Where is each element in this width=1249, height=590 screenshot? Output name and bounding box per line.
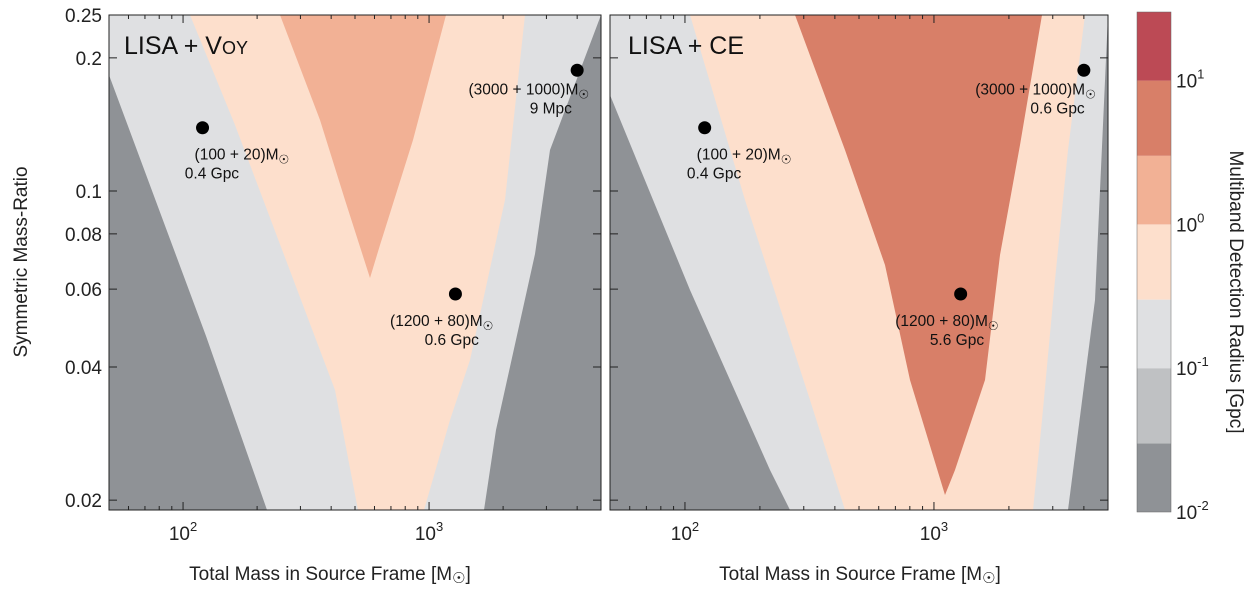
x-tick-label-0: 102	[169, 519, 197, 545]
colorbar-tick-label-0: 10-2	[1176, 498, 1209, 524]
point-distance-0: 0.4 Gpc	[687, 166, 742, 183]
data-point-2	[1077, 63, 1091, 77]
point-distance-1: 5.6 Gpc	[930, 332, 985, 349]
y-axis-voy	[109, 14, 601, 501]
data-point-1	[954, 287, 968, 301]
y-tick-label-0: 0.25	[65, 6, 102, 27]
x-axis-title-ce: Total Mass in Source Frame [M☉]	[719, 564, 1001, 587]
colorbar-ticks: 10-2 10-1 100 101	[1176, 67, 1209, 524]
panel-ce: 102 103 (100 + 20)M☉0.4 Gpc (1200 + 80)M☉5…	[609, 14, 1109, 587]
data-point-1	[448, 287, 462, 301]
colorbar-segment-6	[1137, 12, 1171, 81]
y-tick-label-4: 0.06	[65, 280, 102, 301]
panel-voy: 102 103 (100 + 20)M☉0.4 Gpc (1200 + 80)M☉0…	[108, 14, 602, 587]
colorbar-segment-3	[1137, 224, 1171, 300]
x-tick-label-1: 103	[415, 519, 443, 545]
contour-regions-ce	[610, 15, 1108, 510]
point-label-1: (1200 + 80)M☉	[895, 313, 998, 333]
point-distance-1: 0.6 Gpc	[425, 332, 480, 349]
y-tick-label-3: 0.08	[65, 225, 102, 246]
panel-title-voy: LISA + VOY	[124, 32, 248, 60]
colorbar-tick-label-3: 101	[1176, 67, 1204, 93]
points-ce: (100 + 20)M☉0.4 Gpc (1200 + 80)M☉5.6 Gpc (…	[687, 63, 1096, 349]
point-label-2: (3000 + 1000)M☉	[469, 81, 590, 101]
y-axis-ce	[610, 14, 1108, 501]
point-label-0: (100 + 20)M☉	[195, 147, 290, 167]
data-point-0	[196, 121, 210, 135]
y-tick-label-1: 0.2	[76, 49, 102, 70]
data-point-2	[570, 63, 584, 77]
point-label-2: (3000 + 1000)M☉	[975, 81, 1096, 101]
data-point-0	[698, 121, 712, 135]
colorbar-tick-label-1: 10-1	[1176, 354, 1209, 380]
contour-regions-voy	[109, 15, 601, 510]
y-axis-title: Symmetric Mass-Ratio	[11, 166, 32, 357]
point-label-1: (1200 + 80)M☉	[390, 313, 493, 333]
y-tick-label-5: 0.04	[65, 358, 102, 379]
panel-title-ce: LISA + CE	[628, 32, 744, 60]
point-distance-2: 0.6 Gpc	[1030, 100, 1085, 117]
colorbar-segment-0	[1137, 443, 1171, 512]
region-ce-1	[795, 15, 1042, 495]
x-axis-voy: 102 103	[108, 15, 602, 545]
x-tick-label-1: 103	[920, 519, 948, 545]
x-axis-title-voy: Total Mass in Source Frame [M☉]	[189, 564, 471, 587]
colorbar-tick-label-2: 100	[1176, 210, 1204, 236]
region-voy-1	[280, 15, 446, 278]
colorbar-segment-5	[1137, 80, 1171, 156]
x-tick-label-0: 102	[671, 519, 699, 545]
points-voy: (100 + 20)M☉0.4 Gpc (1200 + 80)M☉0.6 Gpc (…	[185, 63, 590, 349]
region-voy-0p3	[190, 15, 525, 510]
y-tick-label-6: 0.02	[65, 491, 102, 512]
y-tick-label-2: 0.1	[76, 182, 102, 203]
colorbar: 10-2 10-1 100 101 Multiband Detection Radiu…	[1136, 11, 1246, 524]
point-distance-0: 0.4 Gpc	[185, 166, 240, 183]
colorbar-frame	[1136, 11, 1172, 513]
point-distance-2: 9 Mpc	[530, 100, 572, 117]
colorbar-segment-1	[1137, 368, 1171, 444]
x-axis-ce: 102 103	[609, 15, 1109, 545]
point-label-0: (100 + 20)M☉	[697, 147, 792, 167]
colorbar-segment-2	[1137, 299, 1171, 369]
colorbar-segments	[1136, 11, 1172, 513]
colorbar-segment-4	[1137, 155, 1171, 225]
colorbar-label: Multiband Detection Radius [Gpc]	[1225, 150, 1246, 433]
y-tick-labels: 0.25 0.2 0.1 0.08 0.06 0.04 0.02	[65, 6, 102, 512]
